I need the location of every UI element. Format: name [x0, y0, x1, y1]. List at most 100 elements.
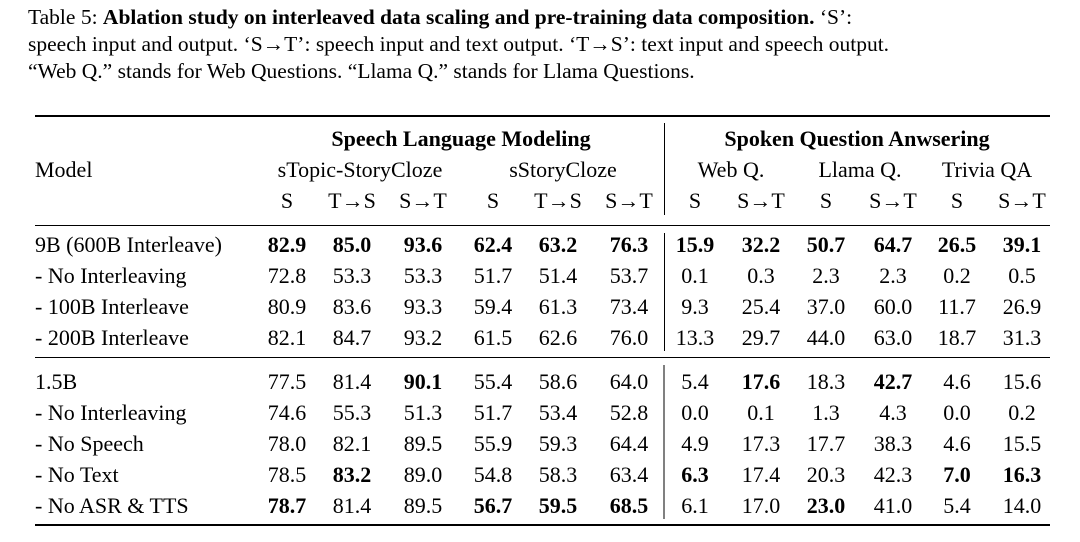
table-cell: 56.7 — [473, 493, 513, 518]
column-header: S — [280, 188, 294, 213]
table-cell: 4.3 — [879, 400, 907, 425]
table-cell: 63.0 — [873, 325, 913, 350]
table-cell: 1.3 — [812, 400, 840, 425]
caption-title: Ablation study on interleaved data scali… — [102, 5, 815, 29]
caption-label: Table 5: — [28, 5, 98, 29]
table-header-rule — [35, 225, 1050, 226]
table-cell: 55.3 — [332, 400, 372, 425]
table-cell: 89.0 — [403, 462, 443, 487]
table-cell: 93.6 — [403, 232, 443, 257]
row-model-label: - No Speech — [35, 431, 144, 456]
table-cell: 17.3 — [741, 431, 781, 456]
table-cell: 39.1 — [1002, 232, 1042, 257]
subheader-web-q: Web Q. — [697, 157, 765, 182]
table-cell: 93.2 — [403, 325, 443, 350]
table-cell: 78.0 — [267, 431, 307, 456]
column-divider — [663, 365, 665, 519]
table-cell: 82.9 — [267, 232, 307, 257]
table-top-rule — [35, 115, 1050, 117]
table-cell: 17.6 — [741, 369, 781, 394]
table-cell: 0.5 — [1008, 263, 1036, 288]
table-cell: 58.6 — [538, 369, 578, 394]
table-cell: 6.3 — [681, 462, 709, 487]
table-cell: 14.0 — [1002, 493, 1042, 518]
table-cell: 15.5 — [1002, 431, 1042, 456]
subheader-trivia-qa: Trivia QA — [941, 157, 1033, 182]
table-cell: 0.1 — [681, 263, 709, 288]
group-header-spoken-qa: Spoken Question Anwsering — [724, 126, 990, 151]
table-cell: 89.5 — [403, 493, 443, 518]
table-cell: 26.5 — [937, 232, 977, 257]
subheader-sstorycloze: sStoryCloze — [509, 157, 617, 182]
subheader-llama-q: Llama Q. — [818, 157, 902, 182]
table-cell: 18.7 — [937, 325, 977, 350]
column-header: S — [819, 188, 833, 213]
caption-line2: speech input and output. ‘S→T’: speech i… — [28, 32, 890, 56]
table-cell: 31.3 — [1002, 325, 1042, 350]
table-bottom-rule — [35, 524, 1050, 526]
table-cell: 83.6 — [332, 294, 372, 319]
table-cell: 42.3 — [873, 462, 913, 487]
table-cell: 53.4 — [538, 400, 578, 425]
row-model-label: - No ASR & TTS — [35, 493, 189, 518]
table-cell: 55.4 — [473, 369, 513, 394]
table-cell: 59.4 — [473, 294, 513, 319]
table-cell: 63.2 — [538, 232, 578, 257]
table-cell: 64.0 — [609, 369, 649, 394]
caption-line3: “Web Q.” stands for Web Questions. “Llam… — [28, 59, 695, 83]
table-cell: 61.3 — [538, 294, 578, 319]
table-cell: 51.3 — [403, 400, 443, 425]
table-caption: Table 5: Ablation study on interleaved d… — [28, 4, 1068, 85]
table-cell: 0.0 — [943, 400, 971, 425]
table-cell: 78.5 — [267, 462, 307, 487]
table-cell: 32.2 — [741, 232, 781, 257]
table-cell: 0.2 — [943, 263, 971, 288]
table-cell: 6.1 — [681, 493, 709, 518]
table-cell: 74.6 — [267, 400, 307, 425]
table-cell: 59.3 — [538, 431, 578, 456]
table-cell: 89.5 — [403, 431, 443, 456]
table-cell: 58.3 — [538, 462, 578, 487]
table-cell: 51.4 — [538, 263, 578, 288]
table-cell: 77.5 — [267, 369, 307, 394]
table-cell: 16.3 — [1002, 462, 1042, 487]
table-cell: 38.3 — [873, 431, 913, 456]
table-cell: 44.0 — [806, 325, 846, 350]
table-cell: 17.0 — [741, 493, 781, 518]
table-cell: 61.5 — [473, 325, 513, 350]
table-cell: 82.1 — [332, 431, 372, 456]
table-cell: 5.4 — [681, 369, 709, 394]
table-cell: 23.0 — [806, 493, 846, 518]
table-cell: 73.4 — [609, 294, 649, 319]
table-cell: 51.7 — [473, 400, 513, 425]
table-cell: 41.0 — [873, 493, 913, 518]
group-header-speech-language-modeling: Speech Language Modeling — [331, 126, 591, 151]
caption-line1-rest: ‘S’: — [819, 5, 853, 29]
column-divider — [664, 233, 665, 351]
table-cell: 2.3 — [879, 263, 907, 288]
table-cell: 15.6 — [1002, 369, 1042, 394]
column-header: S→T — [399, 188, 447, 213]
table-cell: 0.0 — [681, 400, 709, 425]
column-divider — [664, 123, 665, 215]
model-column-header: Model — [35, 157, 93, 182]
table-cell: 0.3 — [747, 263, 775, 288]
table-cell: 18.3 — [806, 369, 846, 394]
table-cell: 37.0 — [806, 294, 846, 319]
column-header: T→S — [534, 188, 582, 213]
table-cell: 81.4 — [332, 493, 372, 518]
table-cell: 76.3 — [609, 232, 649, 257]
table-cell: 54.8 — [473, 462, 513, 487]
table-cell: 52.8 — [609, 400, 649, 425]
table-cell: 81.4 — [332, 369, 372, 394]
table-cell: 78.7 — [267, 493, 307, 518]
table-cell: 76.0 — [609, 325, 649, 350]
table-cell: 62.4 — [473, 232, 513, 257]
table-cell: 53.3 — [403, 263, 443, 288]
table-cell: 62.6 — [538, 325, 578, 350]
table-cell: 72.8 — [267, 263, 307, 288]
table-cell: 63.4 — [609, 462, 649, 487]
row-model-label: - No Interleaving — [35, 263, 187, 288]
column-header: S→T — [998, 188, 1046, 213]
table-cell: 90.1 — [403, 369, 443, 394]
